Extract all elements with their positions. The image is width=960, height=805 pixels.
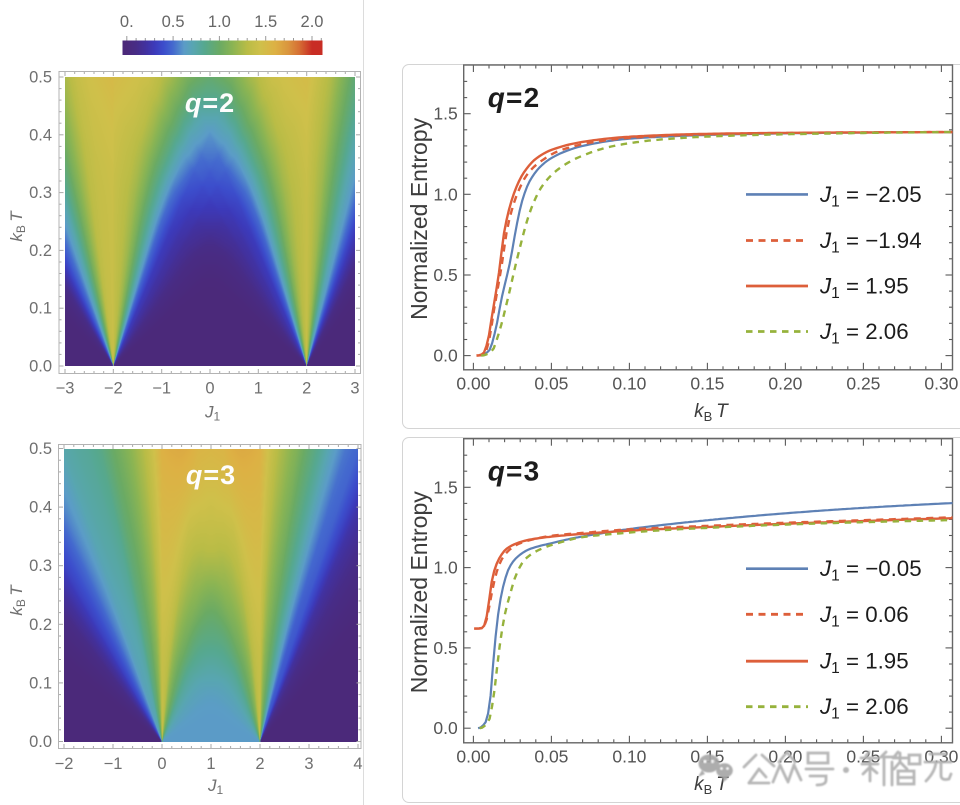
svg-text:0.5: 0.5 <box>162 13 185 31</box>
svg-text:J1 = −1.94: J1 = −1.94 <box>819 228 922 257</box>
svg-text:−2: −2 <box>55 755 74 773</box>
svg-text:0.4: 0.4 <box>29 499 52 517</box>
svg-text:0.0: 0.0 <box>433 346 458 366</box>
svg-text:0.5: 0.5 <box>29 69 52 87</box>
svg-text:0.0: 0.0 <box>29 733 52 751</box>
svg-text:Normalized Entropy: Normalized Entropy <box>406 117 432 319</box>
svg-text:J1: J1 <box>207 776 224 797</box>
svg-text:0.0: 0.0 <box>29 358 52 376</box>
svg-text:1.5: 1.5 <box>433 104 457 124</box>
svg-text:0.00: 0.00 <box>456 373 490 393</box>
svg-text:0.3: 0.3 <box>29 557 52 575</box>
svg-text:2: 2 <box>255 755 264 773</box>
svg-text:−2: −2 <box>104 380 123 398</box>
svg-text:0.0: 0.0 <box>433 718 458 738</box>
svg-text:0.30: 0.30 <box>924 373 958 393</box>
svg-text:0.20: 0.20 <box>768 746 802 766</box>
svg-text:2.0: 2.0 <box>301 13 324 31</box>
svg-text:kB T: kB T <box>7 584 28 616</box>
svg-text:1.0: 1.0 <box>208 13 231 31</box>
svg-text:kB T: kB T <box>7 210 28 242</box>
svg-text:0.2: 0.2 <box>29 242 52 260</box>
svg-text:0.3: 0.3 <box>29 184 52 202</box>
svg-text:0.10: 0.10 <box>612 746 646 766</box>
svg-text:J1 = 2.06: J1 = 2.06 <box>819 319 909 348</box>
svg-text:2: 2 <box>302 380 311 398</box>
svg-text:q=3: q=3 <box>186 460 236 490</box>
svg-text:q=2: q=2 <box>185 88 235 118</box>
svg-text:0.05: 0.05 <box>534 373 568 393</box>
svg-text:−1: −1 <box>104 755 123 773</box>
svg-text:0.00: 0.00 <box>456 746 490 766</box>
svg-text:0.2: 0.2 <box>29 616 52 634</box>
svg-text:J1 = 2.06: J1 = 2.06 <box>819 694 909 723</box>
svg-text:Normalized Entropy: Normalized Entropy <box>406 491 432 693</box>
svg-text:0.25: 0.25 <box>846 746 880 766</box>
svg-text:q=2: q=2 <box>488 82 541 113</box>
svg-text:0.5: 0.5 <box>433 638 457 658</box>
svg-text:0: 0 <box>205 380 214 398</box>
svg-text:1.0: 1.0 <box>433 558 458 578</box>
svg-text:3: 3 <box>304 755 313 773</box>
svg-text:1: 1 <box>206 755 215 773</box>
svg-text:0.05: 0.05 <box>534 746 568 766</box>
svg-text:−3: −3 <box>56 380 75 398</box>
svg-text:0.5: 0.5 <box>433 265 457 285</box>
svg-text:0.5: 0.5 <box>29 440 52 458</box>
svg-text:3: 3 <box>350 380 359 398</box>
svg-text:1.5: 1.5 <box>433 477 457 497</box>
svg-text:−1: −1 <box>152 380 171 398</box>
svg-text:0.10: 0.10 <box>612 373 646 393</box>
svg-text:1.0: 1.0 <box>433 184 458 204</box>
svg-text:0.: 0. <box>120 13 134 31</box>
svg-text:4: 4 <box>353 755 362 773</box>
svg-text:0.1: 0.1 <box>29 300 52 318</box>
svg-text:1: 1 <box>254 380 263 398</box>
svg-text:0.20: 0.20 <box>768 373 802 393</box>
svg-text:J1 = 0.06: J1 = 0.06 <box>819 602 909 631</box>
svg-text:kB T: kB T <box>694 401 729 424</box>
svg-text:q=3: q=3 <box>488 456 541 487</box>
svg-text:J1 = 1.95: J1 = 1.95 <box>819 274 909 303</box>
svg-text:J1: J1 <box>204 403 221 424</box>
svg-text:J1 = 1.95: J1 = 1.95 <box>819 649 909 678</box>
svg-text:0.15: 0.15 <box>690 373 724 393</box>
svg-text:0: 0 <box>157 755 166 773</box>
svg-text:J1 = −0.05: J1 = −0.05 <box>819 556 922 585</box>
svg-text:1.5: 1.5 <box>254 13 277 31</box>
svg-text:0.4: 0.4 <box>29 126 52 144</box>
svg-text:0.25: 0.25 <box>846 373 880 393</box>
svg-text:J1 = −2.05: J1 = −2.05 <box>819 182 922 211</box>
svg-text:0.1: 0.1 <box>29 674 52 692</box>
